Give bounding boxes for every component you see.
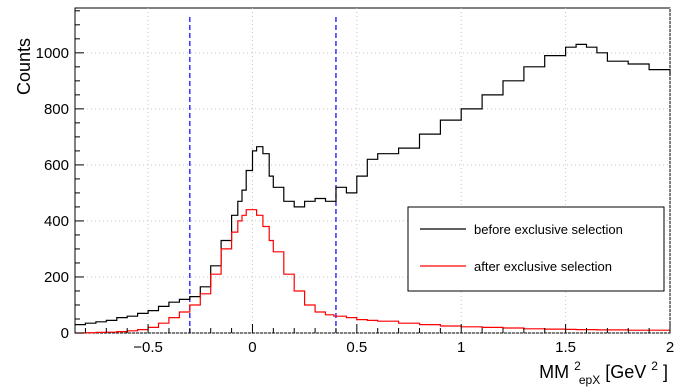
y-tick-label: 800 — [44, 101, 69, 118]
y-tick-label: 1000 — [36, 45, 69, 62]
x-tick-label: 0 — [248, 339, 256, 356]
legend-box — [407, 206, 665, 292]
axis-ticks: −0.5 0 0.5 1 1.5 2 0 200 400 600 800 1000 — [36, 10, 674, 356]
legend-label-after: after exclusive selection — [474, 259, 612, 274]
plot-frame — [74, 7, 671, 334]
x-axis-title-unit-sup: 2 — [651, 359, 658, 373]
x-axis-title-sub: epX — [579, 373, 600, 387]
x-axis-title: MM 2 epX [GeV 2 ] — [539, 354, 668, 388]
legend-label-before: before exclusive selection — [474, 222, 623, 237]
x-tick-label: 0.5 — [346, 339, 367, 356]
x-tick-label: 2 — [666, 339, 674, 356]
x-tick-label: 1 — [457, 339, 465, 356]
x-axis-title-sup: 2 — [574, 359, 581, 373]
legend: before exclusive selection after exclusi… — [407, 206, 665, 292]
y-axis-title: Counts — [14, 38, 34, 95]
x-tick-label: −0.5 — [133, 339, 163, 356]
y-tick-label: 0 — [61, 325, 69, 342]
x-axis-title-unit: [GeV — [605, 362, 646, 382]
series-after-histogram — [75, 209, 670, 334]
x-tick-label: 1.5 — [555, 339, 576, 356]
x-axis-title-base: MM — [539, 362, 569, 382]
series-before-histogram — [75, 43, 671, 326]
x-axis-title-unit-close: ] — [663, 362, 668, 382]
y-tick-label: 200 — [44, 269, 69, 286]
y-tick-label: 400 — [44, 213, 69, 230]
data-series — [75, 43, 671, 334]
y-tick-label: 600 — [44, 157, 69, 174]
selection-cut-lines — [189, 17, 337, 333]
